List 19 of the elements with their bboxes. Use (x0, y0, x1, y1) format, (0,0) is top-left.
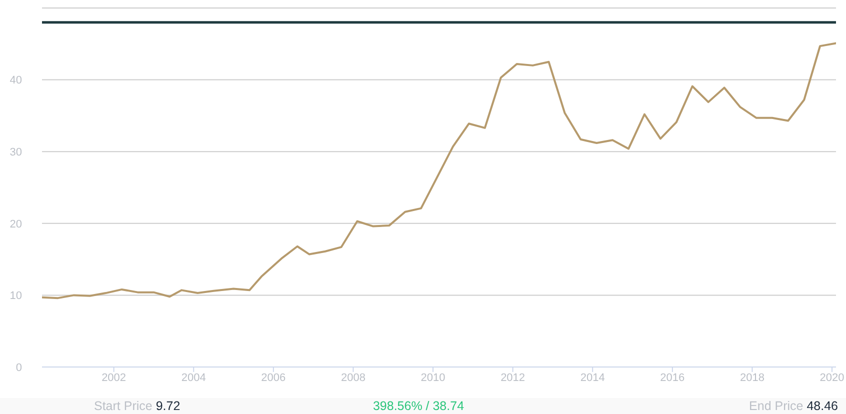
y-tick-label: 30 (10, 146, 22, 159)
y-tick-label: 10 (10, 290, 22, 302)
y-tick-label: 20 (10, 218, 22, 230)
x-tick-label: 2006 (261, 372, 286, 384)
text: 398.56% / 38.74 (372, 399, 464, 413)
x-tick-label: 2004 (181, 372, 206, 384)
x-tick-label: 2016 (660, 372, 685, 384)
text: Start Price 9.72 (94, 399, 180, 413)
x-tick-label: 2002 (102, 372, 126, 384)
x-tick-label: 2014 (580, 372, 605, 384)
line-series (42, 42, 836, 300)
y-tick-label: 40 (10, 74, 22, 87)
x-tick-label: 2012 (500, 372, 526, 384)
x-tick-label: 2008 (340, 372, 366, 384)
x-tick-label: 2020 (820, 372, 844, 384)
x-tick-label: 2010 (420, 372, 446, 384)
x-tick-label: 2018 (740, 372, 764, 384)
text: End Price 48.46 (749, 399, 838, 413)
y-tick-label: 0 (16, 362, 22, 374)
